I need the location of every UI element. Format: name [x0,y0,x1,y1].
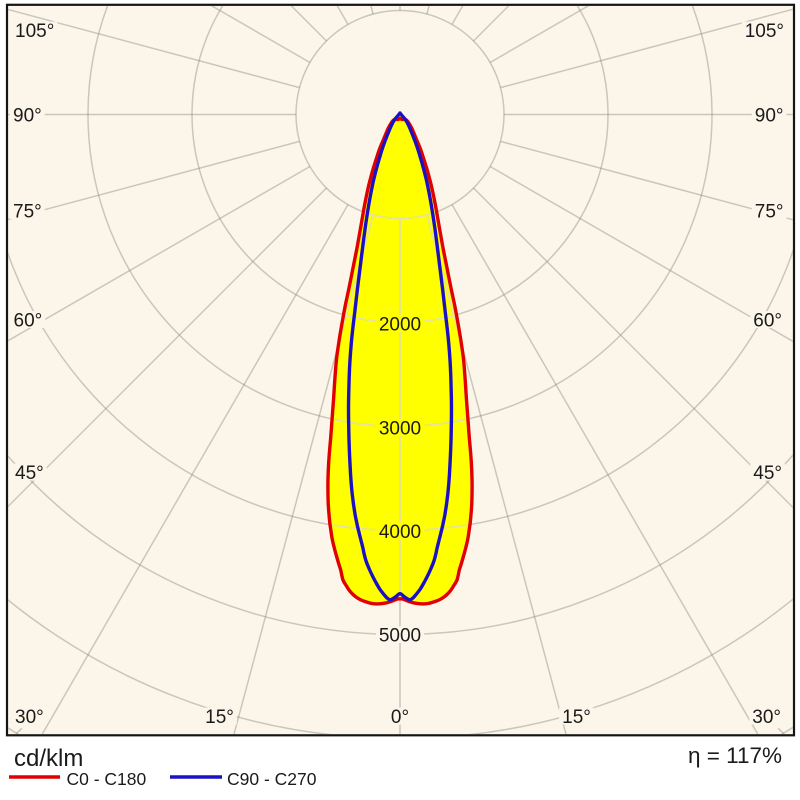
svg-text:105°: 105° [15,21,54,42]
svg-text:3000: 3000 [379,418,421,439]
svg-text:45°: 45° [753,463,782,484]
svg-text:15°: 15° [562,707,591,728]
svg-text:60°: 60° [14,310,43,331]
svg-text:75°: 75° [13,201,42,222]
svg-text:75°: 75° [755,201,784,222]
svg-text:2000: 2000 [379,314,421,335]
svg-text:0°: 0° [391,707,409,728]
svg-text:90°: 90° [13,105,42,126]
svg-text:15°: 15° [205,707,234,728]
svg-text:90°: 90° [755,105,784,126]
svg-text:45°: 45° [15,463,44,484]
svg-text:30°: 30° [15,707,44,728]
svg-text:105°: 105° [745,21,784,42]
svg-text:cd/klm: cd/klm [14,745,83,772]
svg-text:η = 117%: η = 117% [688,743,782,768]
svg-text:C90 - C270: C90 - C270 [227,769,317,789]
svg-text:60°: 60° [753,310,782,331]
svg-text:4000: 4000 [379,522,421,543]
svg-text:30°: 30° [752,707,781,728]
svg-text:C0 - C180: C0 - C180 [67,769,147,789]
svg-text:5000: 5000 [379,625,421,646]
